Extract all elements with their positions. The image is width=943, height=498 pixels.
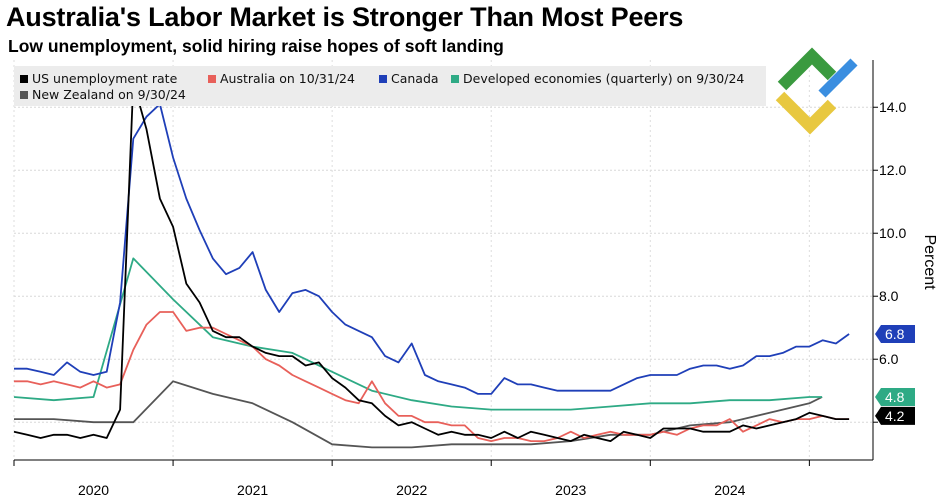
legend-swatch-australia bbox=[208, 74, 216, 83]
y-tick-label: 10.0 bbox=[879, 225, 906, 241]
x-tick-label: 2024 bbox=[714, 482, 745, 498]
series-line-developed bbox=[13, 257, 823, 411]
legend-item-australia: Australia on 10/31/24 bbox=[208, 71, 355, 86]
legend-swatch-canada bbox=[379, 74, 387, 83]
legend-label-developed: Developed economies (quarterly) on 9/30/… bbox=[463, 71, 745, 86]
end-value-tag bbox=[875, 406, 915, 425]
legend-item-developed: Developed economies (quarterly) on 9/30/… bbox=[451, 71, 744, 86]
x-tick-label: 2023 bbox=[555, 482, 586, 498]
y-tick-label: 12.0 bbox=[879, 162, 906, 178]
end-value-label: 6.8 bbox=[885, 326, 905, 342]
x-tick-label: 2022 bbox=[396, 482, 427, 498]
legend-label-canada: Canada bbox=[391, 71, 439, 86]
y-axis-label: Percent bbox=[921, 234, 938, 290]
end-value-tag bbox=[875, 388, 915, 407]
legend-swatch-us bbox=[20, 74, 28, 83]
logo-green-chevron bbox=[777, 47, 837, 91]
legend-label-us: US unemployment rate bbox=[32, 71, 178, 86]
chart-title: Australia's Labor Market is Stronger Tha… bbox=[6, 2, 684, 32]
y-tick-label: 14.0 bbox=[879, 99, 906, 115]
legend-label-australia: Australia on 10/31/24 bbox=[220, 71, 355, 86]
legend-item-canada: Canada bbox=[379, 71, 439, 86]
series-line-us bbox=[13, 81, 850, 443]
x-tick-label: 2020 bbox=[78, 482, 109, 498]
x-tick-label: 2021 bbox=[237, 482, 268, 498]
legend-swatch-developed bbox=[451, 74, 459, 83]
y-tick-label: 6.0 bbox=[879, 351, 899, 367]
end-value-label: 4.8 bbox=[885, 389, 905, 405]
series-line-australia bbox=[14, 311, 850, 443]
logo-yellow-chevron bbox=[775, 91, 837, 135]
end-value-label: 4.2 bbox=[885, 408, 905, 424]
end-value-tag bbox=[875, 325, 915, 344]
y-tick-label: 8.0 bbox=[879, 288, 899, 304]
legend-label-new-zealand: New Zealand on 9/30/24 bbox=[32, 87, 186, 102]
logo-blue-slash bbox=[818, 58, 858, 98]
series-line-canada bbox=[14, 103, 850, 395]
chart-legend: US unemployment rate Australia on 10/31/… bbox=[14, 66, 766, 106]
legend-item-new-zealand: New Zealand on 9/30/24 bbox=[20, 87, 186, 102]
series-line-new-zealand bbox=[14, 380, 823, 449]
legend-swatch-new-zealand bbox=[20, 90, 28, 99]
brand-logo-icon bbox=[775, 47, 858, 135]
chart-subtitle: Low unemployment, solid hiring raise hop… bbox=[8, 36, 504, 56]
legend-item-us: US unemployment rate bbox=[20, 71, 177, 86]
